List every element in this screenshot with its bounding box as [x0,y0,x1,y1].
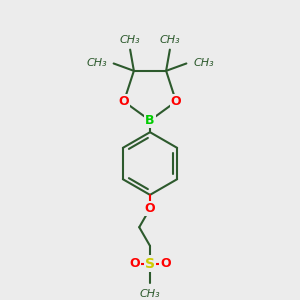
Text: CH₃: CH₃ [86,58,107,68]
Text: CH₃: CH₃ [160,35,180,45]
Text: O: O [171,95,182,108]
Text: O: O [129,257,140,270]
Text: CH₃: CH₃ [193,58,214,68]
Text: CH₃: CH₃ [120,35,140,45]
Text: S: S [145,256,155,271]
Text: O: O [160,257,171,270]
Text: O: O [145,202,155,215]
Text: CH₃: CH₃ [140,289,160,299]
Text: B: B [145,114,155,127]
Text: O: O [118,95,129,108]
